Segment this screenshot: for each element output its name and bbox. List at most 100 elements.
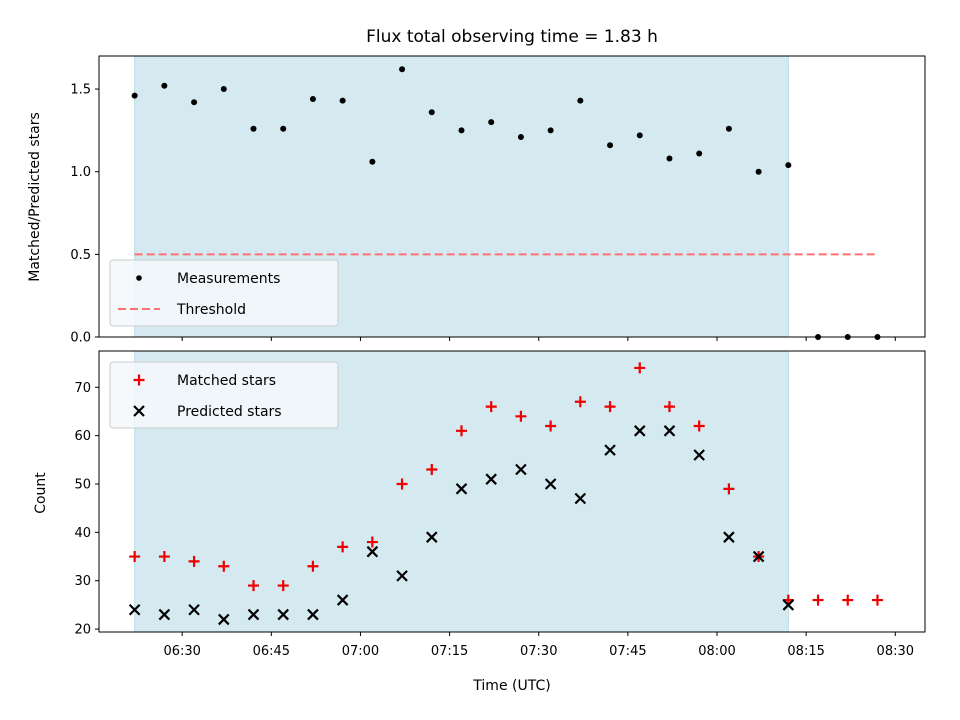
x-tick-label: 06:45 <box>253 644 290 659</box>
predicted-stars-point <box>485 473 497 485</box>
measurements-point <box>607 142 614 149</box>
bottom-y-tick-label: 60 <box>74 429 91 444</box>
x-tick-label: 07:30 <box>520 644 557 659</box>
measurements-point <box>250 125 257 132</box>
measurements-point <box>309 95 316 102</box>
bottom-legend-box <box>109 361 339 429</box>
matched-stars-point <box>545 420 557 432</box>
bottom-panel: 20 30 40 50 60 70 06:30 06:45 07:00 07:15 07:30 07:… <box>74 350 926 659</box>
measurements-point <box>755 168 762 175</box>
predicted-stars-point <box>218 613 230 626</box>
measurements-point <box>161 82 168 89</box>
predicted-stars-point <box>277 608 289 621</box>
matched-stars-point <box>307 560 319 572</box>
predicted-stars-point <box>663 425 676 437</box>
measurements-point <box>666 155 673 162</box>
predicted-stars-legend-swatch <box>133 405 145 417</box>
measurements-point <box>725 125 732 132</box>
matched-stars-point <box>277 580 289 592</box>
top-panel: 0.0 0.5 1.0 1.5 Measurements Threshold <box>70 55 926 346</box>
matched-stars-point <box>337 541 349 553</box>
top-y-tick-label: 1.5 <box>70 83 91 98</box>
matched-stars-point <box>366 536 378 548</box>
x-tick-label: 08:00 <box>698 644 735 659</box>
bottom-y-tick-label: 20 <box>74 623 91 638</box>
predicted-stars-point <box>633 425 646 437</box>
measurements-point <box>369 158 376 165</box>
predicted-stars-point <box>604 444 616 456</box>
top-legend: Measurements Threshold <box>109 259 339 327</box>
x-tick-label: 08:30 <box>877 644 914 659</box>
measurements-point <box>280 125 287 132</box>
top-y-tick-label: 0.0 <box>70 331 91 346</box>
measurements-point <box>131 92 138 99</box>
bottom-frame <box>98 350 926 633</box>
predicted-stars-point <box>574 492 587 505</box>
predicted-stars-point <box>425 531 438 543</box>
top-legend-box <box>109 259 339 327</box>
measurements-point <box>547 127 554 134</box>
chart-title: Flux total observing time = 1.83 h <box>366 27 658 47</box>
matched-stars-point <box>871 594 883 606</box>
bottom-y-tick-label: 40 <box>74 526 91 541</box>
measurements-point <box>428 109 435 116</box>
measurements-point <box>696 150 703 157</box>
predicted-stars-point <box>544 478 557 490</box>
matched-stars-point <box>634 362 646 374</box>
predicted-stars-point <box>515 463 527 476</box>
matched-stars-point <box>812 594 824 606</box>
x-tick-label: 07:00 <box>342 644 379 659</box>
bottom-legend: Matched stars Predicted stars <box>109 361 339 429</box>
x-tick-label: 06:30 <box>163 644 200 659</box>
top-y-axis-label: Matched/Predicted stars <box>27 112 43 282</box>
predicted-stars-point <box>247 608 260 621</box>
matched-stars-point <box>485 401 497 413</box>
matched-stars-point <box>693 420 705 432</box>
bottom-y-tick-label: 50 <box>74 478 91 493</box>
predicted-stars-point <box>128 603 141 616</box>
matched-stars-point <box>158 551 170 563</box>
matched-stars-point <box>396 478 408 490</box>
predicted-stars-point <box>188 603 200 616</box>
measurements-legend-swatch <box>136 275 142 281</box>
x-tick-label: 08:15 <box>787 644 824 659</box>
matched-stars-point <box>129 551 141 563</box>
measurements-point <box>577 97 584 104</box>
measurements-point <box>191 99 198 106</box>
matched-stars-legend-label: Matched stars <box>177 373 276 389</box>
matched-stars-point <box>188 555 200 567</box>
x-tick-label: 07:15 <box>431 644 468 659</box>
measurements-point <box>399 66 406 73</box>
predicted-stars-point <box>336 594 349 606</box>
predicted-stars-point <box>396 570 408 582</box>
measurements-point <box>517 133 524 140</box>
measurements-point <box>785 162 792 169</box>
measurements-point <box>636 132 643 139</box>
matched-stars-point <box>218 560 230 572</box>
predicted-stars-point <box>307 608 319 621</box>
top-frame <box>98 55 926 338</box>
predicted-stars-legend-label: Predicted stars <box>177 404 282 420</box>
predicted-stars-point <box>455 483 468 495</box>
bottom-y-tick-label: 70 <box>74 381 91 396</box>
x-tick-label: 07:45 <box>609 644 646 659</box>
matched-stars-point <box>574 396 586 408</box>
bottom-y-axis-label: Count <box>33 472 49 514</box>
matched-stars-point <box>604 401 616 413</box>
measurements-point <box>339 97 346 104</box>
matched-stars-point <box>426 463 438 475</box>
top-y-tick-label: 1.0 <box>70 165 91 180</box>
matched-stars-point <box>515 410 527 422</box>
matched-stars-point <box>663 401 675 413</box>
matched-stars-point <box>248 580 260 592</box>
bottom-y-tick-label: 30 <box>74 574 91 589</box>
matched-stars-point <box>842 594 854 606</box>
predicted-stars-point <box>752 550 765 563</box>
measurements-point <box>458 127 465 134</box>
predicted-stars-point <box>723 531 735 543</box>
x-axis-label: Time (UTC) <box>472 678 550 694</box>
measurements-point <box>488 119 495 126</box>
predicted-stars-point <box>158 608 171 621</box>
predicted-stars-point <box>782 599 795 611</box>
